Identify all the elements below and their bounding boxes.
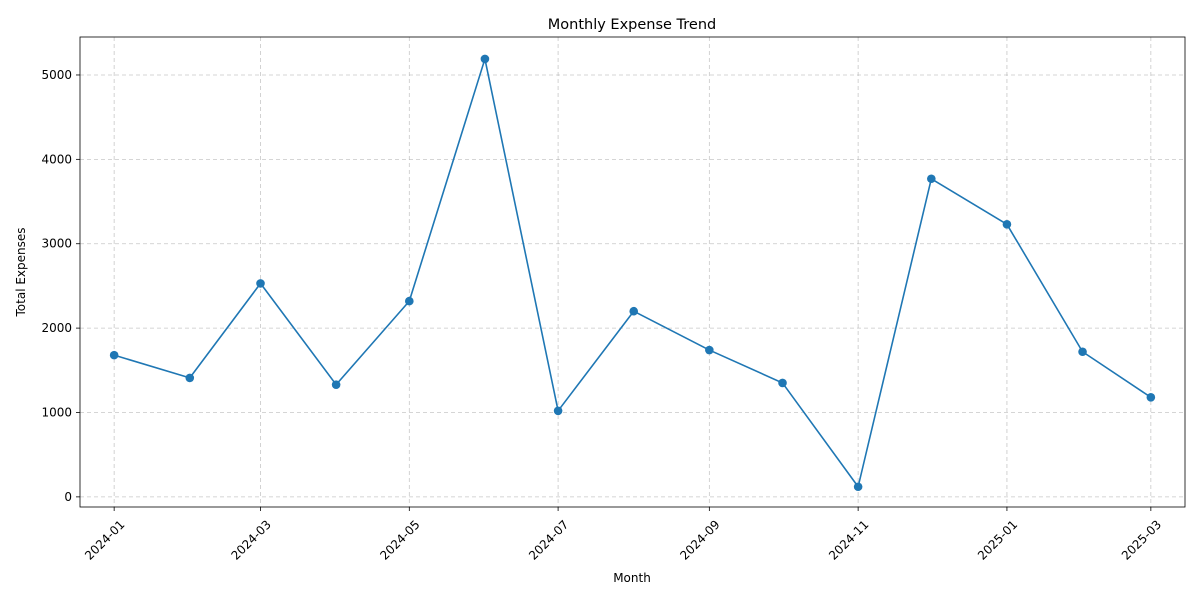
data-point [1002,220,1012,229]
y-tick-label: 2000 [41,321,72,335]
data-point [629,306,639,316]
y-tick-label: 4000 [41,152,72,166]
data-point [1078,347,1087,357]
y-tick-label: 3000 [41,237,72,251]
data-point [405,296,414,306]
chart-title: Monthly Expense Trend [548,17,717,33]
data-point [109,350,119,360]
x-axis-title: Month [613,571,651,585]
series-layer [109,54,1156,492]
data-point [778,378,787,388]
data-point [853,482,863,492]
y-axis-title: Total Expenses [14,227,28,317]
y-tick-label: 0 [64,490,72,504]
data-point [256,279,265,288]
data-point [927,174,936,184]
y-tick-label: 5000 [41,68,72,82]
plot-frame [79,36,1186,508]
data-point [1146,393,1156,402]
y-tick-label: 1000 [41,405,72,419]
data-point [705,345,714,355]
data-point [185,373,195,383]
grid [80,37,1185,507]
data-point [331,380,341,389]
data-point [480,54,490,64]
data-point [553,406,563,416]
